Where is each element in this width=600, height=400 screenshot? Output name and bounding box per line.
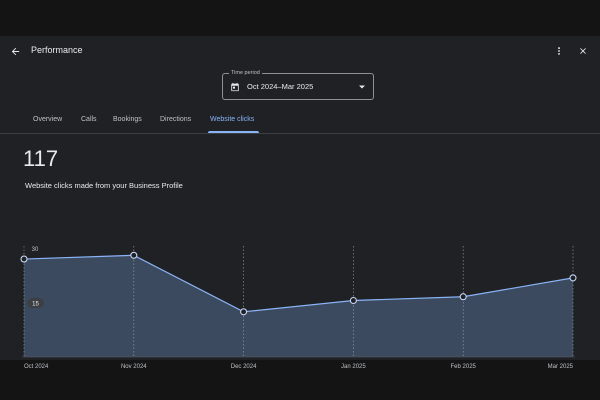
top-bar: Performance <box>0 36 600 68</box>
active-tab-indicator <box>208 131 259 133</box>
x-tick-label-0: Oct 2024 <box>24 364 49 370</box>
page-title: Performance <box>31 45 83 55</box>
performance-panel: Performance Time period Oct 2024–Mar 202… <box>0 36 600 370</box>
x-tick-label-1: Nov 2024 <box>121 364 147 370</box>
chart-point-4 <box>459 293 467 301</box>
chart-point-3 <box>349 296 357 305</box>
chart-point-2 <box>240 308 248 316</box>
x-tick-label-5: Mar 2025 <box>548 364 574 370</box>
tab-bar: Overview Calls Bookings Directions Websi… <box>0 110 600 134</box>
chart-point-5 <box>569 274 577 282</box>
more-vert-icon <box>558 47 560 55</box>
time-period-value: Oct 2024–Mar 2025 <box>247 82 314 91</box>
chevron-down-icon <box>359 85 365 89</box>
arrow-back-icon <box>11 47 19 55</box>
chart-series-line <box>23 254 574 313</box>
more-options-button[interactable] <box>551 43 567 59</box>
tab-overview[interactable]: Overview <box>33 116 63 123</box>
time-period-select[interactable]: Time period Oct 2024–Mar 2025 <box>222 68 374 100</box>
tab-calls[interactable]: Calls <box>81 116 97 123</box>
tab-directions[interactable]: Directions <box>160 116 192 123</box>
x-tick-label-3: Jan 2025 <box>341 364 366 370</box>
close-icon <box>580 48 586 54</box>
x-tick-label-2: Dec 2024 <box>231 364 257 370</box>
y-tick-badge <box>27 298 44 308</box>
chart-point-0 <box>20 255 28 263</box>
total-clicks-description: Website clicks made from your Business P… <box>25 181 183 190</box>
x-tick-label-4: Feb 2025 <box>451 364 477 370</box>
tab-bookings[interactable]: Bookings <box>113 116 142 123</box>
back-button[interactable] <box>5 42 25 60</box>
total-clicks-value: 117 <box>23 146 59 171</box>
website-clicks-chart: 30 15 Oct 2024 Nov 2024 Dec 2024 Jan 2025 Feb … <box>20 246 577 370</box>
time-period-label: Time period <box>229 68 262 78</box>
close-button[interactable] <box>575 43 591 59</box>
tab-website-clicks[interactable]: Website clicks <box>210 116 255 123</box>
y-tick-label-15: 15 <box>32 302 39 308</box>
chart-point-1 <box>130 251 138 259</box>
y-tick-label-30: 30 <box>32 247 39 253</box>
calendar-icon <box>231 82 239 92</box>
